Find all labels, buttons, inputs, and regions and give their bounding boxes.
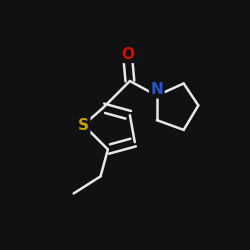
- Text: S: S: [78, 118, 89, 132]
- Text: O: O: [121, 46, 134, 62]
- Text: N: N: [150, 82, 163, 97]
